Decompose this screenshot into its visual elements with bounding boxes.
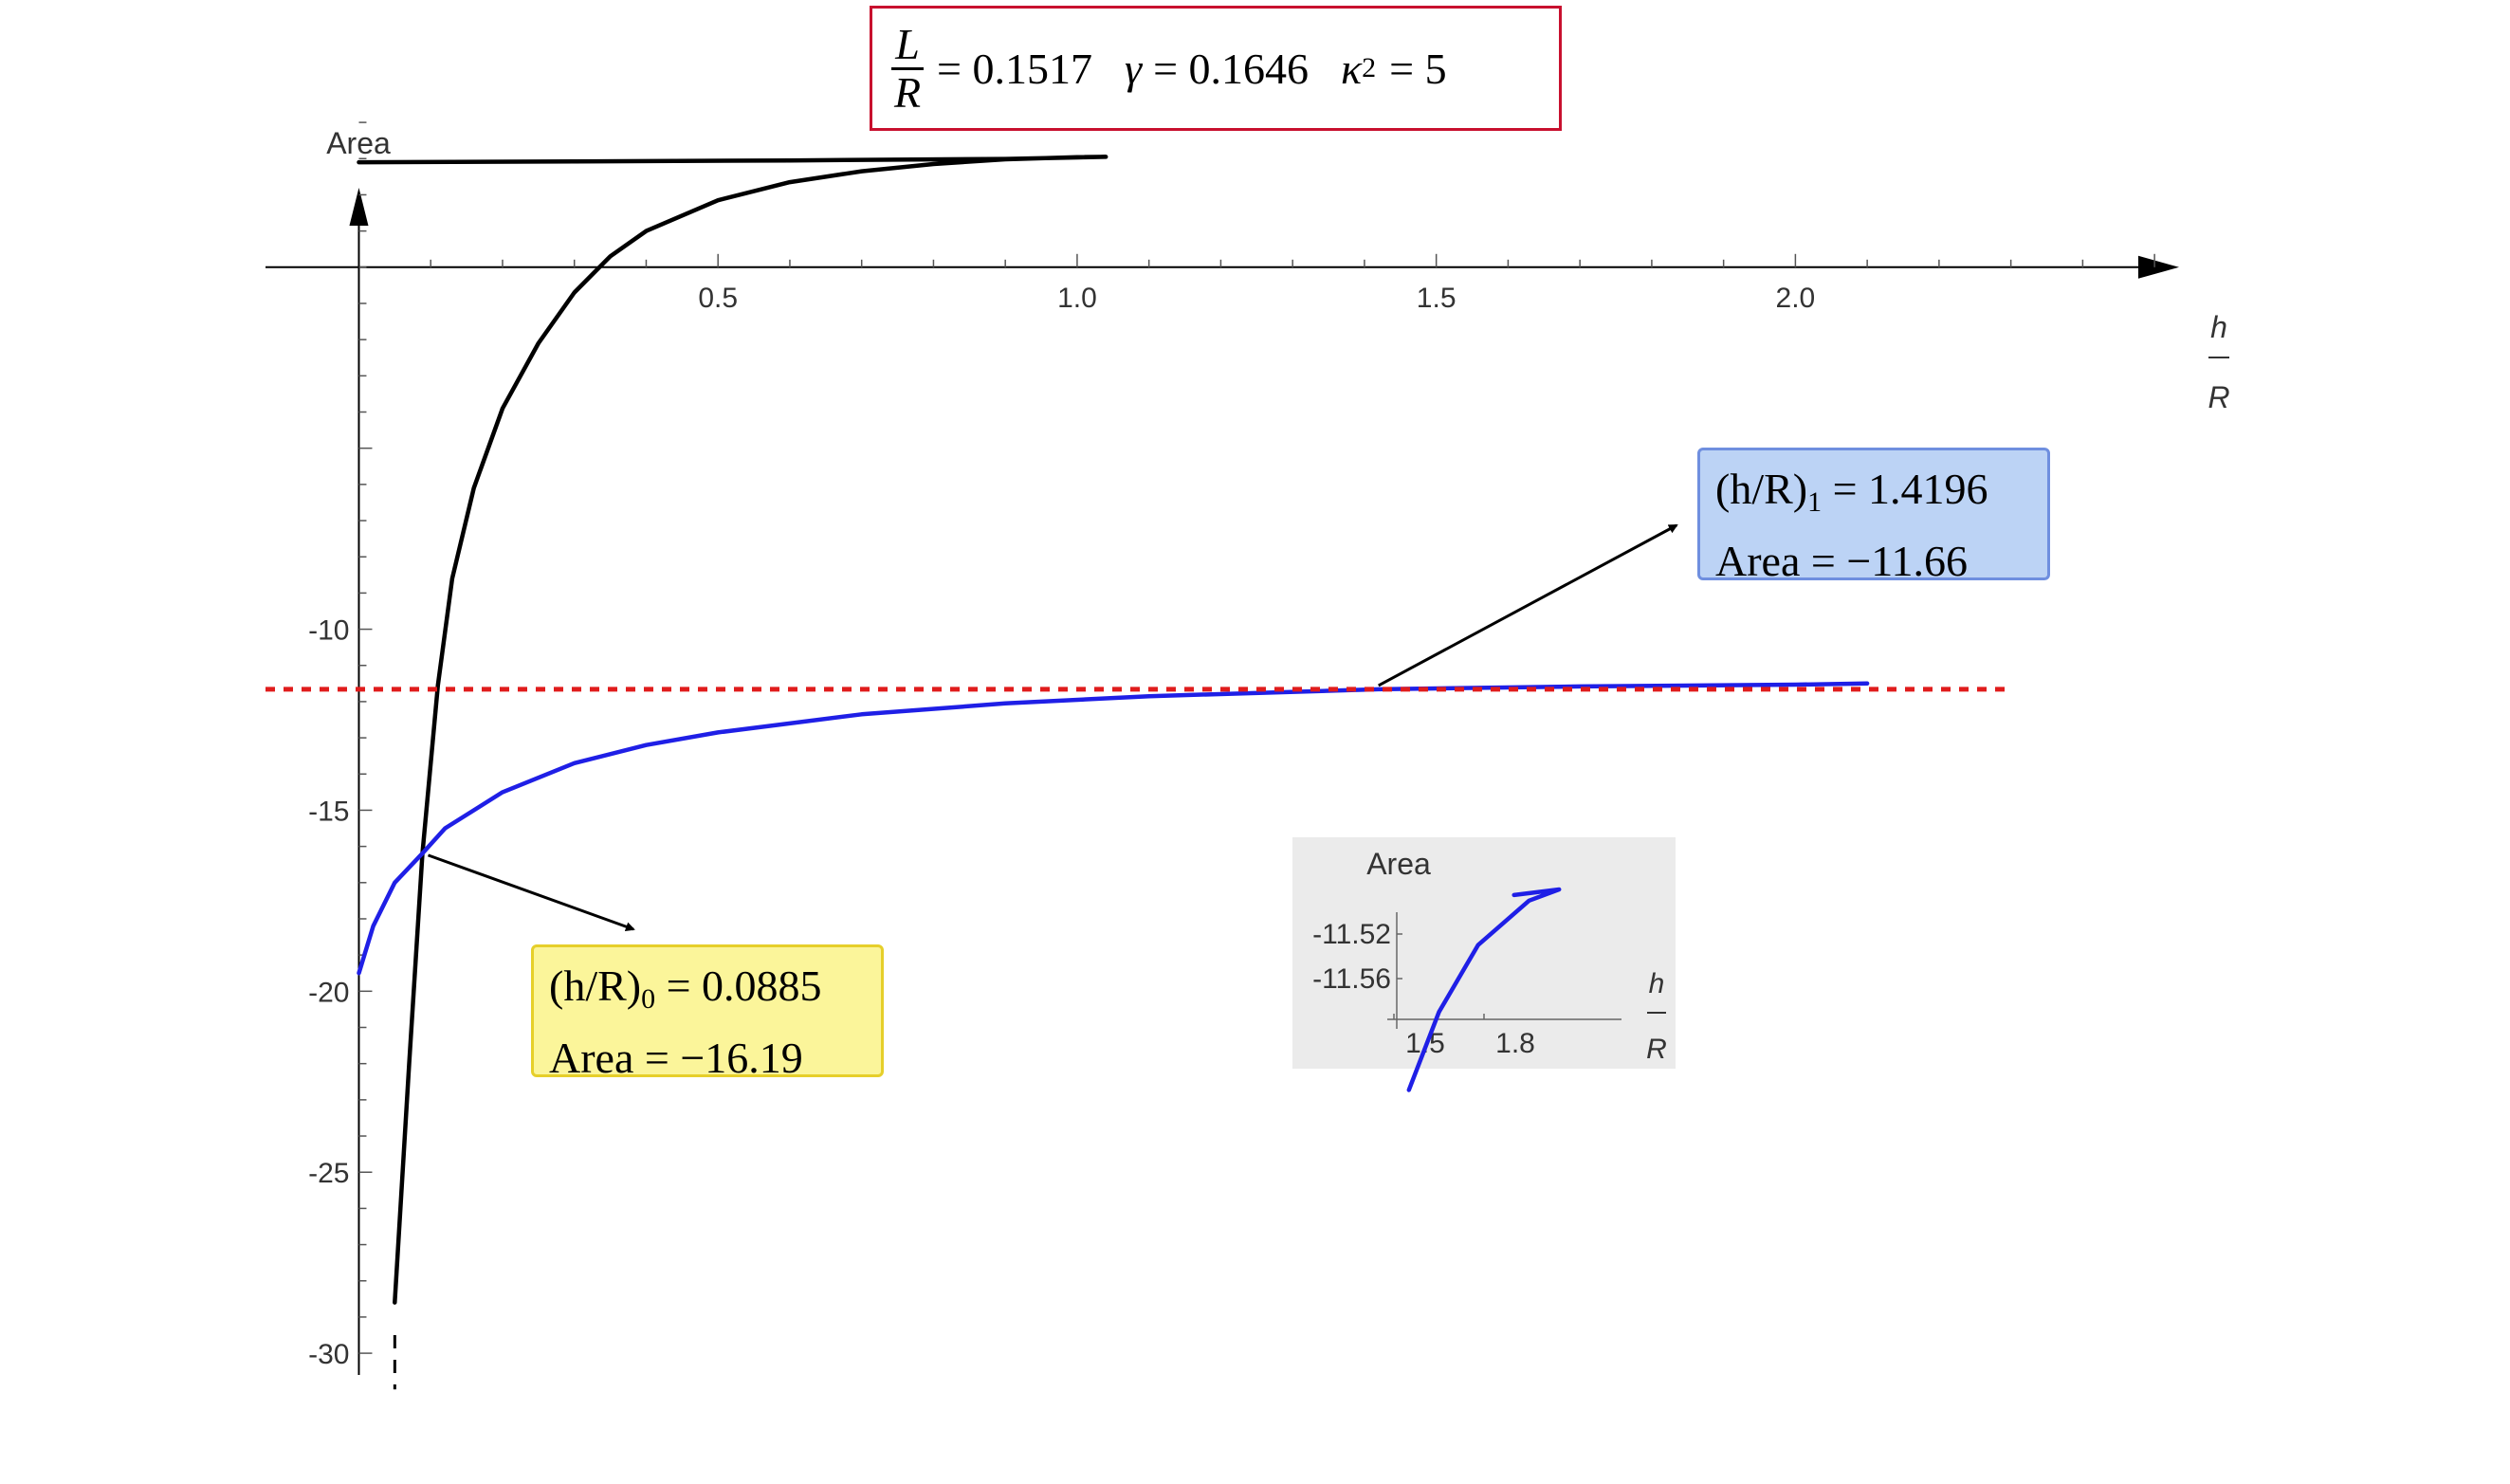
y-tick-label: -15	[308, 796, 349, 827]
zero-solution-label: (h/R)0 = 0.0885 Area = −16.19	[531, 944, 884, 1082]
fraction-denominator: R	[893, 67, 922, 117]
y-tick-label: -10	[308, 615, 349, 647]
l-over-r-fraction: L R	[891, 19, 924, 117]
inset-y-axis-label: Area	[1366, 847, 1431, 881]
kappa-value: = 5	[1389, 44, 1447, 93]
y-tick-label: -20	[308, 977, 349, 1008]
x-tick-label: 2.0	[1776, 283, 1816, 314]
inset-x-label-numerator: h	[1649, 968, 1665, 999]
first-solution-area: Area = −11.66	[1715, 537, 1969, 585]
y-axis-arrow-icon	[349, 188, 369, 226]
first-solution-label: (h/R)1 = 1.4196 Area = −11.66	[1697, 448, 2050, 585]
y-axis-label: Area	[326, 126, 391, 160]
x-axis-label-denominator: R	[2208, 380, 2229, 414]
fraction-numerator: L	[895, 19, 920, 68]
x-tick-label: 1.0	[1057, 283, 1097, 314]
black-area-curve	[357, 155, 1108, 1305]
ratio-value: = 0.1517	[937, 44, 1092, 93]
inset-y-tick-label: -11.56	[1312, 963, 1391, 995]
inset-blue-curve	[1406, 887, 1562, 1092]
gamma-value: = 0.1646	[1153, 44, 1310, 93]
fraction-bar	[891, 66, 924, 70]
inset-x-tick-label: 1.8	[1495, 1028, 1535, 1059]
x-tick-label: 0.5	[698, 283, 738, 314]
y-tick-label: -25	[308, 1158, 349, 1189]
inset-x-label-denominator: R	[1646, 1034, 1667, 1065]
x-tick-label: 1.5	[1417, 283, 1457, 314]
main-plot: 0.5 1.0 1.5 2.0 -10 -15 -20 -25 -30 Area h R	[266, 121, 2230, 1390]
y-tick-label: -30	[308, 1339, 349, 1370]
zero-solution-area: Area = −16.19	[549, 1034, 803, 1082]
gamma-symbol: γ	[1124, 44, 1143, 93]
inset-y-tick-label: -11.52	[1312, 919, 1391, 950]
first-solution-hr: (h/R)1 = 1.4196	[1715, 465, 1988, 518]
kappa-exponent: 2	[1362, 52, 1377, 83]
x-axis-arrow-icon	[2138, 255, 2179, 279]
callout-arrows	[427, 523, 1678, 931]
yellow-callout-arrow	[427, 853, 635, 931]
kappa-symbol: κ	[1341, 44, 1363, 93]
inset-background	[1292, 837, 1676, 1069]
blue-callout-arrow	[1378, 523, 1678, 687]
zero-solution-hr: (h/R)0 = 0.0885	[549, 962, 822, 1015]
x-axis-label-numerator: h	[2210, 310, 2227, 344]
